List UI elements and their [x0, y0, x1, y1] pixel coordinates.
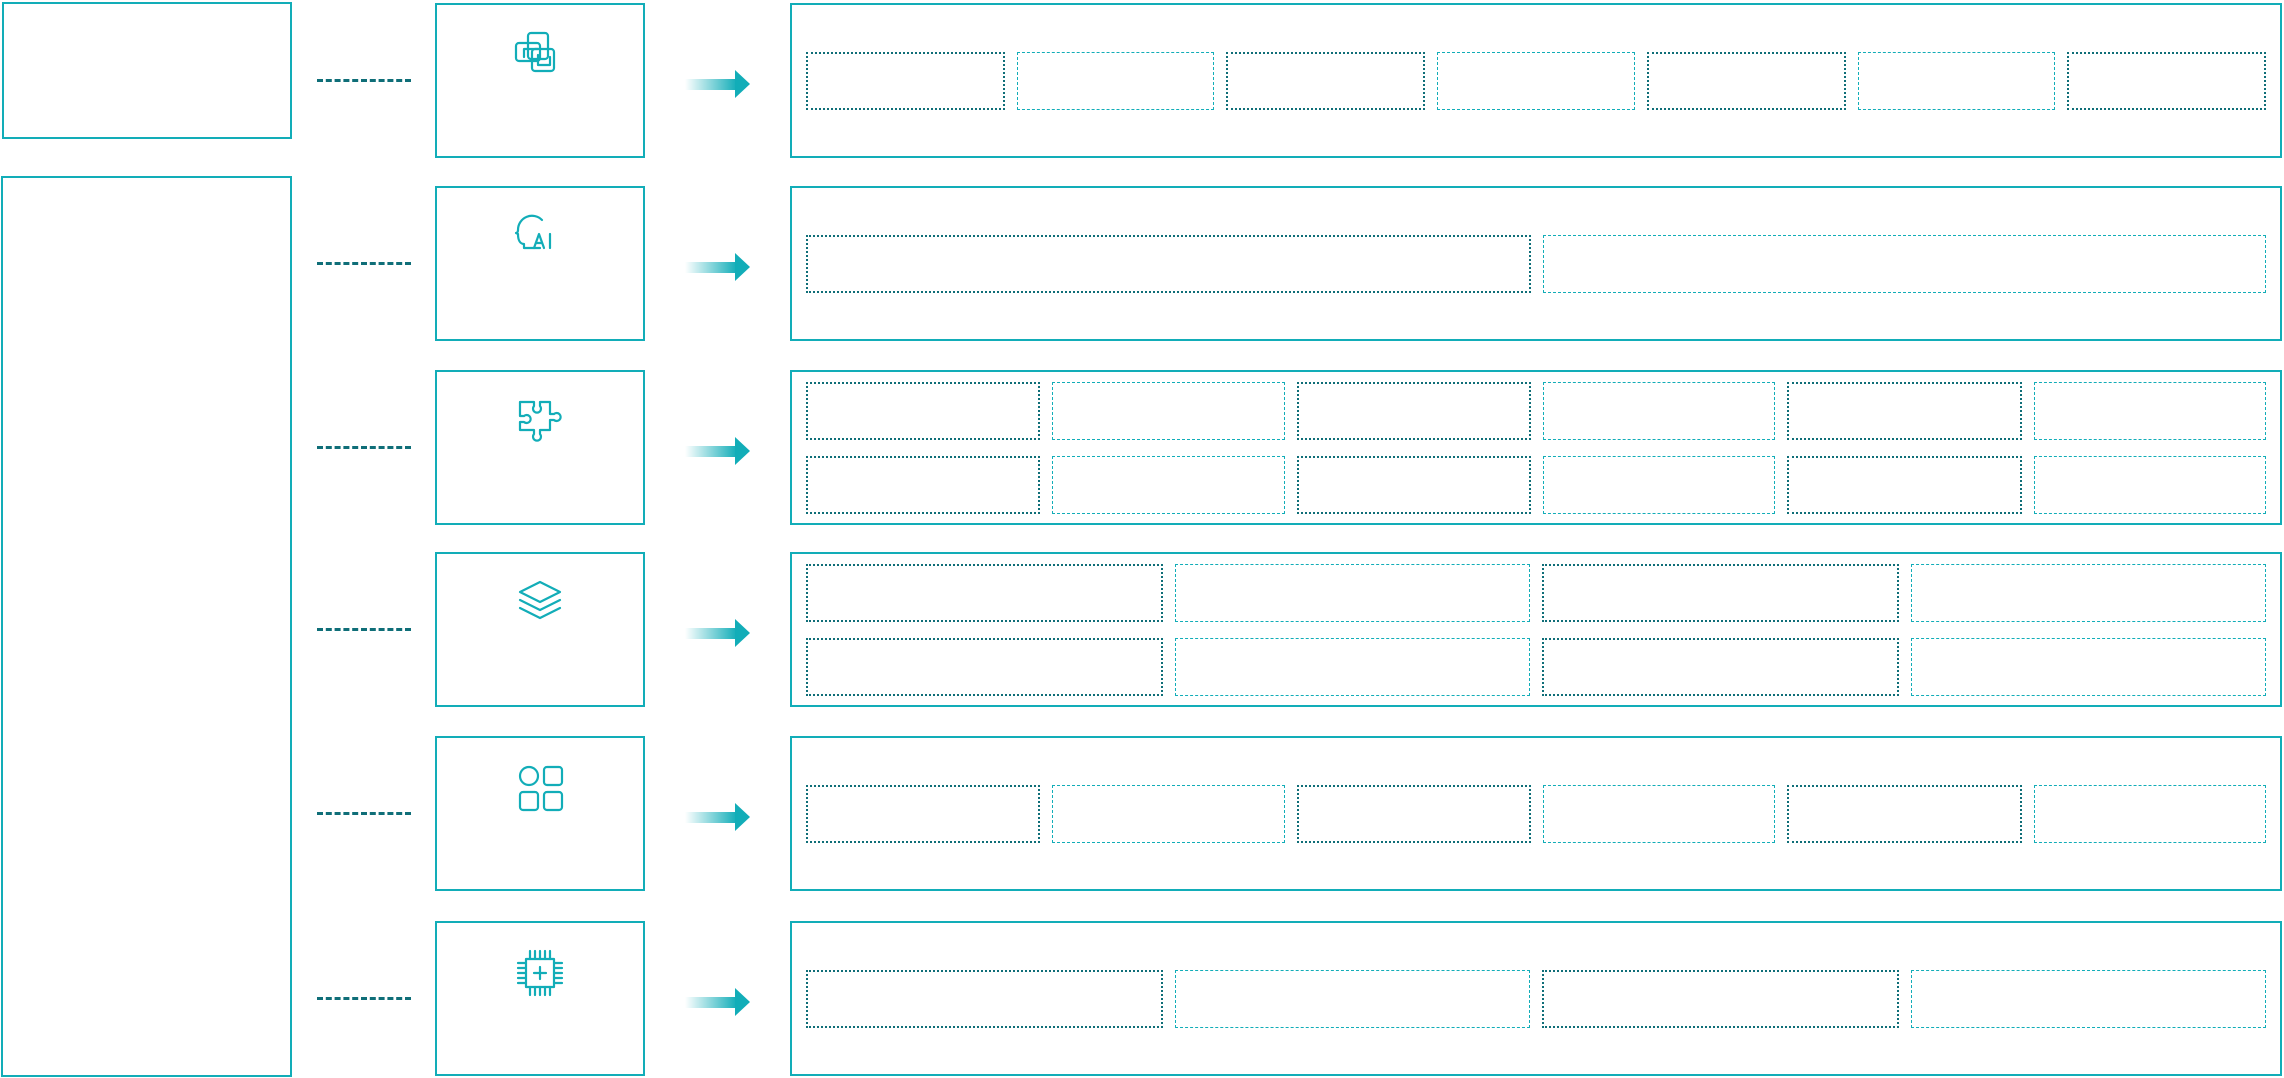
- dashed-connector: [317, 78, 411, 82]
- cell-row: [806, 563, 2266, 622]
- placeholder-cell: [1175, 563, 1530, 622]
- category-box: [435, 370, 645, 525]
- placeholder-cell: [1787, 381, 2022, 440]
- cpu-chip-icon: [516, 949, 564, 997]
- placeholder-cell: [806, 969, 1163, 1028]
- placeholder-cell: [2033, 381, 2266, 440]
- capability-panel: [790, 370, 2282, 525]
- cell-row: [806, 381, 2266, 440]
- placeholder-cell: [806, 455, 1041, 514]
- cell-row: [806, 969, 2266, 1028]
- category-box: [435, 552, 645, 707]
- dashed-connector: [317, 811, 411, 815]
- placeholder-cell: [806, 784, 1041, 843]
- placeholder-cell: [806, 563, 1163, 622]
- placeholder-cell: [1787, 784, 2022, 843]
- placeholder-cell: [1226, 51, 1426, 110]
- cell-row: [806, 455, 2266, 514]
- placeholder-cell: [1542, 381, 1776, 440]
- capability-panel: [790, 552, 2282, 707]
- placeholder-cell: [1911, 637, 2266, 696]
- capability-panel: [790, 186, 2282, 341]
- cell-row: [806, 234, 2266, 293]
- overlapping-squares-icon: [514, 31, 556, 73]
- placeholder-cell: [806, 234, 1531, 293]
- dashed-connector: [317, 261, 411, 265]
- placeholder-cell: [1542, 969, 1899, 1028]
- placeholder-cell: [1052, 784, 1285, 843]
- apps-grid-icon: [518, 765, 564, 812]
- capability-panel: [790, 3, 2282, 158]
- placeholder-cell: [806, 51, 1006, 110]
- placeholder-cell: [806, 381, 1041, 440]
- placeholder-cell: [1175, 969, 1530, 1028]
- placeholder-cell: [1543, 234, 2266, 293]
- placeholder-cell: [1017, 51, 1215, 110]
- cell-row: [806, 51, 2266, 110]
- category-box: [435, 186, 645, 341]
- dashed-connector: [317, 996, 411, 1000]
- category-box: [435, 3, 645, 158]
- arrow-icon: [685, 618, 750, 647]
- placeholder-cell: [1437, 51, 1635, 110]
- placeholder-cell: [1857, 51, 2055, 110]
- placeholder-cell: [1911, 969, 2266, 1028]
- layers-icon: [518, 580, 562, 620]
- dashed-connector: [317, 445, 411, 449]
- cell-row: [806, 637, 2266, 696]
- ai-head-icon: [514, 214, 552, 250]
- placeholder-cell: [1296, 455, 1531, 514]
- category-box: [435, 736, 645, 891]
- capability-panel: [790, 921, 2282, 1076]
- placeholder-cell: [2033, 455, 2266, 514]
- capability-panel: [790, 736, 2282, 891]
- placeholder-cell: [1175, 637, 1530, 696]
- placeholder-cell: [1296, 381, 1531, 440]
- placeholder-cell: [1542, 455, 1776, 514]
- cell-row: [806, 784, 2266, 843]
- left-top-box: [2, 2, 292, 139]
- placeholder-cell: [806, 637, 1163, 696]
- arrow-icon: [685, 69, 750, 98]
- placeholder-cell: [1542, 637, 1899, 696]
- category-box: [435, 921, 645, 1076]
- left-main-box: [1, 176, 292, 1077]
- arrow-icon: [685, 436, 750, 465]
- placeholder-cell: [1787, 455, 2022, 514]
- dashed-connector: [317, 627, 411, 631]
- placeholder-cell: [1646, 51, 1846, 110]
- placeholder-cell: [1052, 455, 1285, 514]
- placeholder-cell: [2066, 51, 2266, 110]
- placeholder-cell: [1052, 381, 1285, 440]
- arrow-icon: [685, 987, 750, 1016]
- placeholder-cell: [2033, 784, 2266, 843]
- placeholder-cell: [1911, 563, 2266, 622]
- arrow-icon: [685, 802, 750, 831]
- placeholder-cell: [1542, 563, 1899, 622]
- placeholder-cell: [1296, 784, 1531, 843]
- arrow-icon: [685, 252, 750, 281]
- puzzle-piece-icon: [518, 400, 562, 442]
- placeholder-cell: [1542, 784, 1776, 843]
